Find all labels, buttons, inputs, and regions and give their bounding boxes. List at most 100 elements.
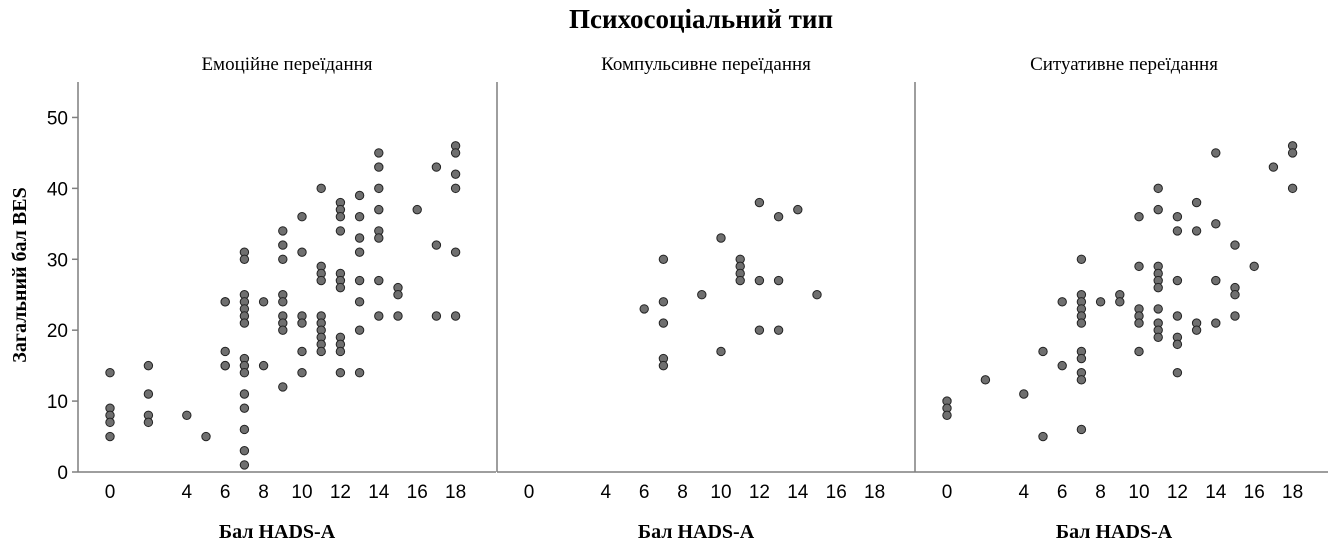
x-tick-label: 12: [330, 482, 351, 503]
data-point: [354, 297, 365, 307]
data-point: [297, 368, 307, 378]
data-point: [658, 297, 669, 307]
x-tick-label: 10: [291, 482, 312, 503]
data-point: [1211, 219, 1221, 229]
data-point: [658, 318, 669, 328]
data-point: [1038, 346, 1048, 357]
data-point: [278, 382, 288, 392]
data-point: [1287, 183, 1298, 194]
data-point: [239, 424, 250, 435]
data-point: [297, 318, 307, 328]
data-point: [335, 282, 346, 293]
x-tick-label: 14: [1205, 482, 1227, 503]
data-point: [1076, 353, 1087, 364]
y-tick-label: 20: [47, 321, 68, 342]
data-point: [1249, 261, 1259, 272]
data-point: [980, 375, 991, 385]
chart-title: Психосоціальний тип: [569, 4, 833, 34]
data-point: [354, 325, 365, 335]
data-point: [278, 325, 288, 335]
data-point: [658, 254, 669, 264]
data-point: [1153, 304, 1163, 314]
data-point: [105, 431, 115, 442]
x-tick-label: 8: [258, 482, 269, 503]
data-point: [220, 360, 230, 371]
panel-3: Ситуативне переїдання 0 4 6 8 10 12 14 16 18 Бал H…: [914, 54, 1328, 543]
data-point: [278, 297, 288, 307]
data-point: [450, 148, 461, 158]
x-tick-label: 18: [445, 482, 466, 503]
data-point: [239, 460, 250, 470]
data-point: [220, 346, 230, 357]
data-point: [697, 290, 707, 300]
data-point: [258, 297, 269, 307]
data-point: [1076, 254, 1087, 264]
data-point: [773, 275, 784, 286]
data-point: [105, 417, 115, 428]
data-point: [450, 169, 461, 179]
data-point: [716, 346, 726, 357]
data-point: [354, 247, 365, 257]
data-point: [1172, 368, 1183, 378]
data-point: [1211, 318, 1221, 328]
y-axis-label: Загальний бал BES: [9, 187, 31, 362]
data-point: [1172, 339, 1183, 350]
data-point: [1115, 297, 1125, 307]
data-point: [335, 212, 346, 222]
data-point: [335, 226, 346, 236]
data-point: [335, 368, 346, 378]
data-point: [1038, 431, 1048, 442]
data-point: [374, 233, 384, 243]
data-point: [354, 190, 365, 201]
data-point: [258, 360, 269, 371]
data-point: [297, 346, 307, 357]
x-tick-label: 14: [787, 482, 809, 503]
data-point: [1153, 332, 1163, 342]
x-tick-label: 4: [601, 482, 612, 503]
x-tick-label: 0: [524, 482, 535, 503]
data-point: [450, 247, 461, 257]
data-point: [393, 290, 403, 300]
data-point: [220, 297, 230, 307]
data-point: [1172, 275, 1183, 286]
panel-title: Емоційне переїдання: [201, 54, 372, 75]
data-point: [1230, 290, 1240, 300]
data-point: [374, 162, 384, 172]
x-tick-label: 0: [942, 482, 953, 503]
data-point: [316, 346, 326, 357]
x-tick-label: 16: [826, 482, 847, 503]
data-point: [1057, 297, 1067, 307]
data-point: [793, 204, 803, 215]
y-tick-label: 10: [47, 392, 68, 413]
data-point: [354, 275, 365, 286]
data-point: [1230, 311, 1240, 321]
data-point: [374, 148, 384, 158]
data-point: [335, 346, 346, 357]
data-point: [658, 360, 669, 371]
data-point: [1191, 226, 1202, 236]
data-point: [431, 240, 442, 250]
data-point: [1211, 148, 1221, 158]
data-point: [354, 212, 365, 222]
data-point: [754, 275, 765, 286]
x-axis-label: Бал HADS-A: [1056, 521, 1173, 543]
x-tick-label: 10: [1128, 482, 1149, 503]
y-tick-label: 40: [47, 179, 68, 200]
x-axis-label: Бал HADS-A: [219, 521, 336, 543]
data-point: [393, 311, 403, 321]
y-tick-label: 30: [47, 250, 68, 271]
data-point: [1134, 318, 1144, 328]
data-point: [450, 183, 461, 194]
x-tick-label: 10: [710, 482, 731, 503]
data-point: [754, 325, 765, 335]
panel-2: Компульсивне переїдання 0 4 6 8 10 12 14 16 18 Бал…: [496, 54, 915, 543]
data-point: [1134, 261, 1144, 272]
data-point: [354, 233, 365, 243]
data-point: [1076, 375, 1087, 385]
data-point: [239, 389, 250, 399]
data-point: [1287, 148, 1298, 158]
data-point: [812, 290, 822, 300]
data-point: [773, 212, 784, 222]
